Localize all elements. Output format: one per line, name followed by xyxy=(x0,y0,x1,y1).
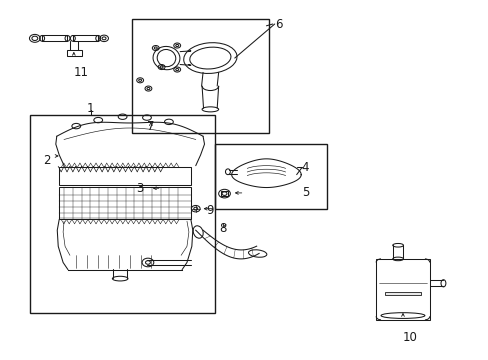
Bar xyxy=(30,116,215,313)
Bar xyxy=(73,36,98,41)
Bar xyxy=(384,292,420,296)
Bar xyxy=(59,187,190,220)
Text: 9: 9 xyxy=(206,204,214,217)
Text: 4: 4 xyxy=(301,161,308,174)
Bar xyxy=(375,259,429,320)
Bar xyxy=(132,19,268,134)
Text: 6: 6 xyxy=(274,18,282,31)
Bar xyxy=(67,50,81,56)
Bar xyxy=(59,167,190,185)
Text: 8: 8 xyxy=(219,222,226,235)
Text: 7: 7 xyxy=(147,121,154,134)
Bar xyxy=(215,144,327,209)
Text: 5: 5 xyxy=(301,186,308,199)
Bar xyxy=(221,191,227,196)
Text: 1: 1 xyxy=(87,102,95,115)
Text: 3: 3 xyxy=(136,183,143,195)
Text: 2: 2 xyxy=(43,154,51,167)
Text: 11: 11 xyxy=(74,66,88,79)
Text: 10: 10 xyxy=(402,331,417,344)
Bar xyxy=(42,36,67,41)
